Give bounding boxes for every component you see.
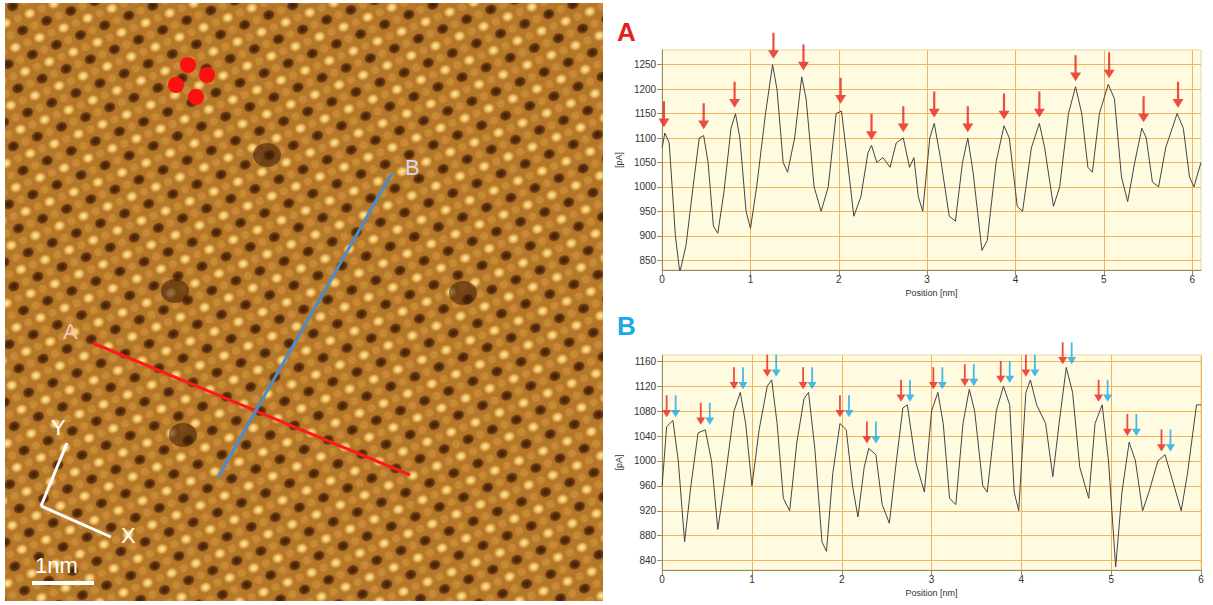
svg-text:1: 1 — [748, 274, 754, 285]
svg-text:880: 880 — [639, 530, 656, 541]
svg-text:X: X — [121, 523, 136, 548]
svg-text:2: 2 — [839, 574, 845, 585]
svg-text:1nm: 1nm — [35, 553, 78, 578]
svg-text:3: 3 — [924, 274, 930, 285]
svg-text:0: 0 — [659, 274, 665, 285]
svg-text:900: 900 — [639, 230, 656, 241]
svg-text:950: 950 — [639, 206, 656, 217]
svg-text:1150: 1150 — [635, 108, 657, 119]
svg-text:3: 3 — [929, 574, 935, 585]
svg-text:1: 1 — [749, 574, 755, 585]
svg-text:2: 2 — [836, 274, 842, 285]
svg-text:920: 920 — [639, 505, 656, 516]
svg-text:A: A — [617, 17, 636, 47]
svg-text:0: 0 — [659, 574, 665, 585]
svg-text:1000: 1000 — [634, 455, 657, 466]
svg-text:1200: 1200 — [634, 84, 657, 95]
svg-text:5: 5 — [1108, 574, 1114, 585]
svg-text:1250: 1250 — [634, 59, 657, 70]
svg-text:B: B — [405, 155, 420, 180]
svg-text:1160: 1160 — [635, 356, 657, 367]
svg-text:840: 840 — [639, 555, 656, 566]
svg-text:1080: 1080 — [634, 406, 657, 417]
svg-text:1040: 1040 — [634, 431, 657, 442]
svg-text:5: 5 — [1101, 274, 1107, 285]
svg-text:[pA]: [pA] — [614, 454, 624, 470]
svg-text:Position [nm]: Position [nm] — [906, 288, 958, 298]
svg-text:1000: 1000 — [634, 181, 657, 192]
svg-text:6: 6 — [1189, 274, 1195, 285]
svg-text:Position [nm]: Position [nm] — [906, 588, 958, 598]
svg-text:850: 850 — [639, 255, 656, 266]
svg-text:6: 6 — [1198, 574, 1204, 585]
svg-text:A: A — [63, 319, 78, 344]
svg-text:4: 4 — [1013, 274, 1019, 285]
svg-text:Y: Y — [51, 415, 66, 440]
svg-text:B: B — [617, 311, 636, 341]
svg-text:1050: 1050 — [634, 157, 657, 168]
svg-text:1100: 1100 — [635, 133, 657, 144]
svg-text:960: 960 — [639, 480, 656, 491]
svg-text:1120: 1120 — [635, 381, 657, 392]
svg-text:4: 4 — [1019, 574, 1025, 585]
svg-text:[pA]: [pA] — [614, 152, 624, 168]
